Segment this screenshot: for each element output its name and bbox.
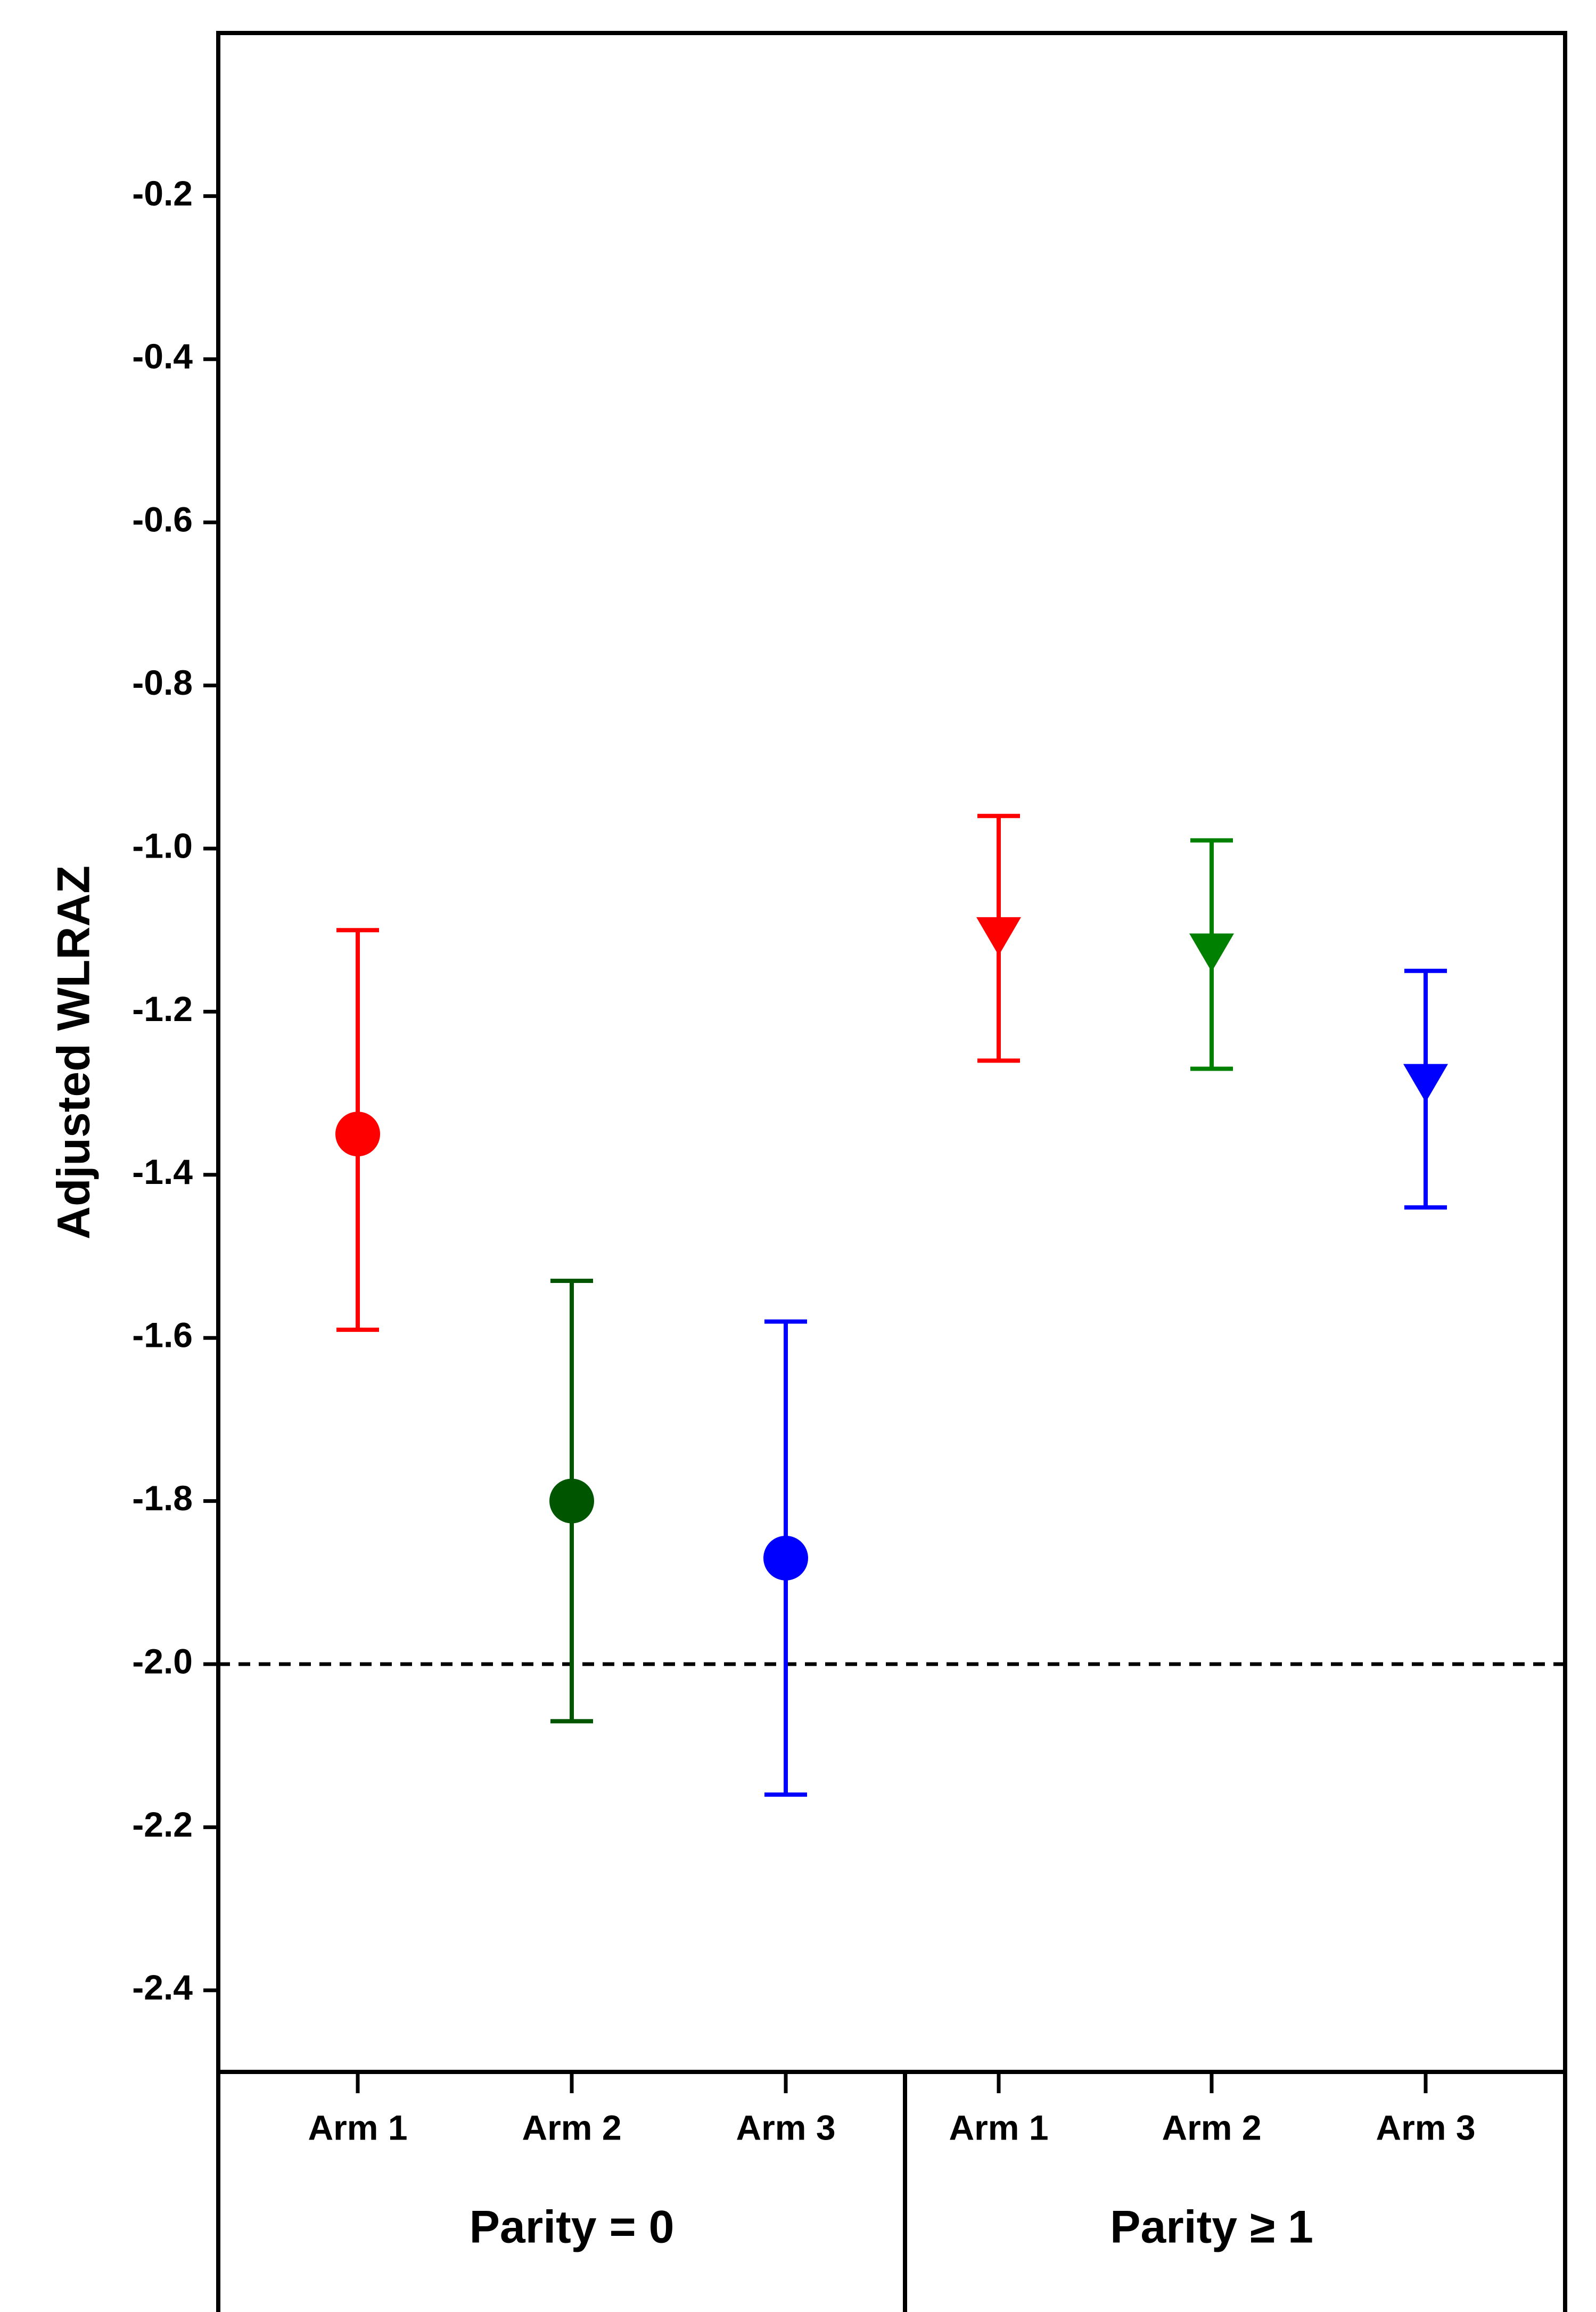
x-tick-label: Arm 1 [949, 2108, 1048, 2147]
y-tick-label: -1.0 [132, 826, 193, 865]
plot-frame [216, 31, 1567, 2074]
y-tick-label: -2.0 [132, 1641, 193, 1681]
x-tick-label: Arm 1 [308, 2108, 407, 2147]
y-tick-label: -2.4 [132, 1968, 193, 2007]
data-point-group [763, 1319, 808, 1797]
y-tick-label: -2.2 [132, 1805, 193, 1844]
group-label: Parity ≥ 1 [1110, 2202, 1313, 2253]
y-tick-label: -0.4 [132, 336, 193, 376]
y-axis-title: Adjusted WLRAZ [48, 866, 100, 1239]
y-tick-label: -0.8 [132, 663, 193, 702]
data-point [976, 917, 1021, 956]
y-axis: -0.2 -0.4 -0.6 -0.8 -1.0 -1.2 -1.4 -1.6 -1.8 -2.0… [132, 174, 218, 2007]
y-tick-label: -1.4 [132, 1152, 193, 1191]
y-tick-label: -0.2 [132, 174, 193, 213]
data-point-group [1403, 968, 1448, 1210]
y-tick-label: -1.2 [132, 989, 193, 1029]
y-tick-label: -0.6 [132, 500, 193, 539]
x-axis: Arm 1 Arm 2 Arm 3 Parity = 0 Arm 1 Arm 2 Arm 3… [216, 2072, 1567, 2312]
x-tick-label: Arm 2 [522, 2108, 621, 2147]
y-tick-label: -1.8 [132, 1478, 193, 1518]
data-point-group [976, 813, 1021, 1063]
x-tick-label: Arm 3 [736, 2108, 835, 2147]
data-points [335, 813, 1448, 1797]
data-point-group [335, 928, 380, 1332]
group-label: Parity = 0 [470, 2202, 674, 2253]
x-tick-label: Arm 3 [1376, 2108, 1475, 2147]
data-point [549, 1478, 594, 1524]
data-point [763, 1535, 808, 1581]
data-point-group [549, 1278, 594, 1724]
x-tick-label: Arm 2 [1162, 2108, 1261, 2147]
data-point-group [1189, 838, 1234, 1071]
data-point [335, 1112, 380, 1157]
data-point [1403, 1064, 1448, 1102]
data-point [1189, 933, 1234, 972]
y-tick-label: -1.6 [132, 1315, 193, 1355]
